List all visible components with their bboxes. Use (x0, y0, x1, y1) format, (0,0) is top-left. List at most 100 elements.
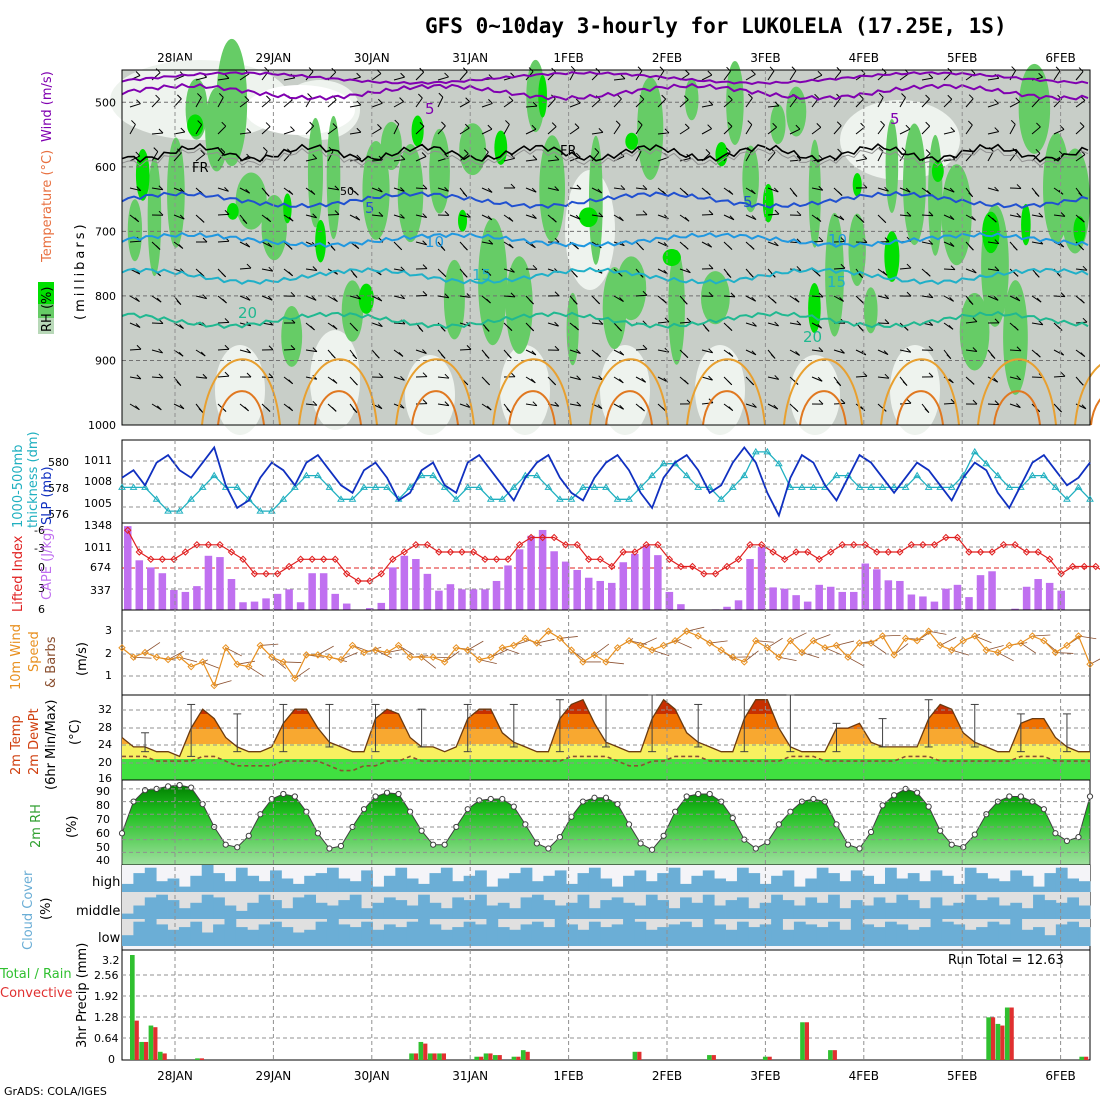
wind-barb-flag (267, 242, 273, 248)
cape-bar (953, 584, 962, 610)
cloud-bar-high (1033, 886, 1045, 892)
temperature-legend-label: Temperature (°C) (40, 150, 55, 263)
wind-barb (877, 150, 884, 162)
minmax-label: (6hr Min/Max) (44, 700, 59, 790)
wind-barb-flag (531, 350, 537, 356)
rh-point (1052, 830, 1059, 837)
wind-barb (129, 376, 141, 380)
cloud-bar-middle (315, 902, 328, 919)
wind-barb (525, 105, 538, 108)
temp-contour-30 (702, 390, 750, 426)
wind-barb-flag (751, 215, 757, 220)
date-label-top: 6FEB (1045, 51, 1075, 65)
wind-barb (899, 349, 911, 353)
wind-barb-flag (510, 153, 516, 159)
rh-point (937, 827, 944, 834)
wind-barb-flag (554, 291, 560, 297)
wind-barb (283, 99, 293, 108)
cloud-bar-low (748, 927, 761, 946)
wind-speed-point (556, 634, 564, 643)
wind-barb (1009, 214, 1021, 218)
cape-bar (550, 551, 558, 610)
rh-point (787, 808, 794, 815)
wind-barb (195, 153, 206, 162)
wind-barb-flag (510, 292, 516, 298)
wind-barb (415, 156, 427, 162)
wind-barb-flag (136, 99, 141, 105)
li-point (239, 555, 247, 563)
cloud-bar-high (805, 878, 818, 892)
wind-barb-flag (598, 212, 604, 218)
wind-barb-flag (422, 264, 428, 270)
wind-speed-point (544, 627, 553, 635)
thickness-point (809, 483, 818, 490)
wind-barb-flag (377, 187, 383, 193)
cape-bar (907, 594, 916, 610)
rh-point (118, 830, 126, 837)
wind-barb (305, 403, 317, 406)
cloud-bar-low (782, 929, 795, 946)
cloud-bar-low (1010, 919, 1023, 946)
wind-barb (513, 639, 532, 646)
wind-barb (393, 322, 406, 325)
cape-bar (538, 529, 547, 610)
wind-barb (1009, 349, 1022, 352)
wind-speed-point (717, 646, 725, 654)
cloud-bar-low (270, 921, 282, 946)
cloud-bar-low (144, 919, 157, 946)
li-point (400, 548, 409, 556)
wind-barb (151, 187, 163, 191)
wind-barb-flag (158, 373, 164, 379)
wind-barb-flag (576, 375, 582, 381)
wind-barb-flag (1034, 192, 1040, 197)
wind-barb-flag (287, 244, 293, 250)
wind-barb-flag (136, 344, 142, 350)
cloud-bar-middle (372, 902, 385, 919)
rh-point (833, 821, 840, 828)
wind-barb-flag (1015, 296, 1021, 302)
cloud-bar-low (156, 924, 168, 946)
wind-barb-flag (770, 354, 776, 359)
wind-barb-flag (510, 183, 516, 189)
temp-contour-30 (217, 390, 265, 426)
wind-speed-point (682, 627, 691, 635)
li-point (999, 541, 1008, 549)
rh-point (591, 794, 598, 801)
thickness-point (798, 483, 806, 490)
wind-barb-flag (637, 120, 643, 126)
cloud-bar-low (1033, 927, 1045, 946)
cloud-bar-high (247, 875, 260, 892)
wind-barb (437, 76, 449, 81)
rh-point (476, 797, 483, 804)
wind-barb (701, 74, 713, 81)
wind-barb-flag (925, 271, 931, 277)
rh-point (637, 840, 644, 847)
rh-moist-area (380, 121, 402, 171)
cloud-bar-high (930, 870, 943, 892)
wind-barb (217, 125, 227, 135)
wind-barb-flag (378, 211, 384, 217)
wind-barb (525, 214, 537, 219)
wind-barb-flag (532, 214, 537, 219)
wind-barb (824, 647, 842, 656)
wind-barb-flag (772, 122, 778, 128)
wind-speed-point (867, 639, 875, 647)
wind-barb (261, 268, 273, 272)
cape-bar (342, 603, 351, 610)
wind-barb-flag (682, 299, 688, 305)
wind-barb (635, 124, 643, 135)
cloud-bar-low (497, 927, 510, 946)
wind-barb-flag (642, 344, 648, 350)
wind-barb (217, 375, 230, 378)
li-point (527, 533, 535, 542)
precip-conv-bar (1009, 1007, 1014, 1060)
wind-barb-flag (487, 188, 493, 193)
precip-ylabel: 3hr Precip (mm) (75, 943, 90, 1048)
precip-tick: 1.28 (94, 1011, 119, 1024)
cloud-bar-middle (702, 894, 715, 919)
precip-conv-bar (1084, 1056, 1089, 1060)
wind-speed-point (924, 627, 933, 635)
wind-barb-flag (967, 120, 973, 126)
cloud-bar-middle (976, 900, 988, 919)
wind-barb (503, 157, 515, 162)
